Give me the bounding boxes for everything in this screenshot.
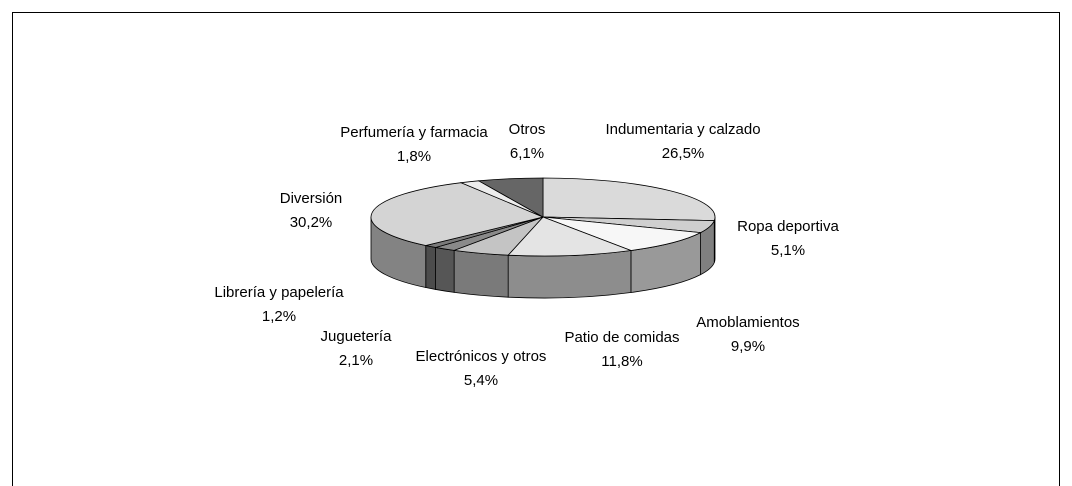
slice-label: Diversión	[280, 190, 343, 207]
slice-label: Librería y papelería	[214, 284, 344, 301]
slice	[477, 177, 544, 218]
value-label: 5,4%	[464, 372, 498, 389]
slice-label: Ropa deportiva	[737, 218, 839, 235]
value-label: 26,5%	[662, 145, 705, 162]
slice	[370, 182, 545, 246]
value-label: 30,2%	[290, 214, 333, 231]
slice	[542, 216, 702, 251]
value-label: 11,8%	[601, 353, 642, 370]
slice-label: Indumentaria y calzado	[605, 121, 760, 138]
slice-label: Electrónicos y otros	[416, 348, 547, 365]
slice-side	[507, 250, 632, 299]
value-label: 5,1%	[771, 242, 805, 259]
value-label: 9,9%	[731, 338, 765, 355]
slice-side	[425, 245, 436, 290]
slice-side	[435, 246, 455, 293]
slice	[507, 216, 632, 257]
value-label: 2,1%	[339, 352, 373, 369]
slice-label: Patio de comidas	[564, 329, 679, 346]
chart-frame	[12, 12, 1060, 486]
value-label: 6,1%	[510, 145, 544, 162]
slice-label: Otros	[509, 121, 546, 138]
slice-label: Perfumería y farmacia	[340, 124, 488, 141]
value-label: 1,2%	[262, 308, 296, 325]
value-label: 1,8%	[397, 148, 431, 165]
slice-label: Amoblamientos	[696, 314, 799, 331]
slice-label: Juguetería	[321, 328, 393, 345]
slice	[542, 177, 716, 222]
slice-side	[453, 249, 509, 298]
